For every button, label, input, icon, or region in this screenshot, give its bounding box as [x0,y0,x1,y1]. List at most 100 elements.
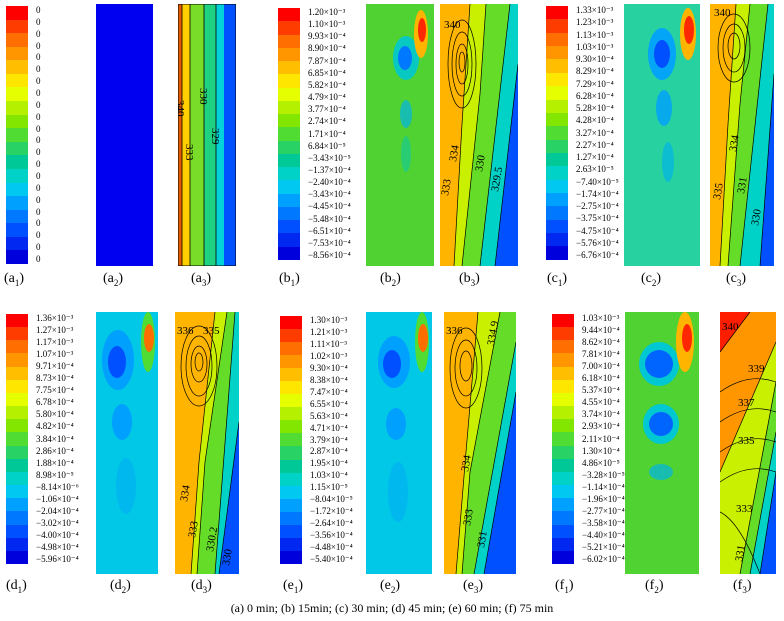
colorbar-tick-label: −1.96×10⁻⁴ [582,493,625,504]
colorbar-tick-label: 1.88×10⁻⁴ [36,457,74,468]
colorbar-tick-label: 3.27×10⁻⁴ [576,127,614,138]
colorbar-tick-label: 9.30×10⁻⁴ [576,54,614,64]
colorbar-tick-label: −3.75×10⁻⁴ [576,213,619,224]
colorbar-tick-label: 7.87×10⁻⁴ [308,55,346,66]
colorbar-tick-label: −1.74×10⁻⁴ [576,188,619,199]
colorbar-b1 [278,8,300,260]
panel-a3-field: 340 330 333 329 [178,4,236,266]
colorbar-tick-label: −5.21×10⁻⁴ [582,541,625,552]
isotherm-label: 331 [735,176,750,194]
isotherm-label: 336 [446,325,463,337]
isotherm-label: 340 [714,7,731,19]
colorbar-tick-label: −2.04×10⁻⁴ [36,505,79,516]
panel-label-e2: (e2) [380,578,401,595]
colorbar-tick-label: −1.14×10⁻⁴ [582,481,625,492]
colorbar-tick-label: 1.13×10⁻³ [576,29,614,40]
colorbar-tick-label: 0 [36,242,41,253]
colorbar-tick-label: 1.27×10⁻³ [36,325,74,336]
panel-b3-field: 340 334 330 333 329.5 [440,4,518,266]
isotherm-label: 334 [178,484,193,503]
colorbar-tick-label: 8.38×10⁻⁴ [310,374,348,385]
colorbar-tick-label: 3.77×10⁻⁴ [308,104,346,115]
colorbar-tick-label: 3.74×10⁻⁴ [582,409,620,420]
colorbar-tick-label: 0 [36,28,41,39]
colorbar-tick-label: 4.82×10⁻⁴ [36,421,74,432]
colorbar-tick-label: −4.40×10⁻⁴ [582,529,625,540]
colorbar-tick-label: −6.02×10⁻⁴ [582,554,625,564]
colorbar-f1 [552,314,574,564]
colorbar-tick-label: 6.84×10⁻⁵ [308,140,346,151]
colorbar-tick-label: 2.87×10⁻⁴ [310,446,348,457]
colorbar-tick-label: 5.28×10⁻⁴ [576,103,614,113]
isotherm-label: 339 [748,363,765,375]
colorbar-tick-label: −5.76×10⁻⁴ [576,237,619,248]
colorbar-tick-label: −4.75×10⁻⁴ [576,225,619,236]
colorbar-tick-label: 8.29×10⁻⁴ [576,66,614,77]
colorbar-tick-label: 7.29×10⁻⁴ [576,78,614,89]
isotherm-label: 337 [738,397,755,409]
panel-a2-field [96,4,153,266]
colorbar-tick-label: 1.03×10⁻³ [582,313,620,323]
isotherm-label: 329 [209,128,221,145]
colorbar-tick-label: 1.07×10⁻³ [36,349,74,360]
colorbar-tick-label: 2.27×10⁻⁴ [576,139,614,150]
colorbar-tick-label: 9.93×10⁻⁴ [308,31,346,42]
panel-label-b1: (b1) [279,271,300,288]
panel-label-e3: (e3) [463,578,484,595]
colorbar-tick-label: 6.55×10⁻⁴ [310,398,348,409]
colorbar-d1 [6,314,28,564]
colorbar-tick-label: 7.47×10⁻⁴ [310,386,348,397]
colorbar-tick-label: 1.03×10⁻³ [576,41,614,52]
isotherm-label: 333 [736,503,753,515]
colorbar-tick-label: 4.79×10⁻⁴ [308,92,346,103]
isotherm-label: 329.5 [489,166,505,193]
colorbar-tick-label: 8.73×10⁻⁴ [36,373,74,384]
colorbar-tick-label: −3.58×10⁻⁴ [582,517,625,528]
colorbar-tick-label: 8.62×10⁻⁴ [582,337,620,348]
panel-label-f3: (f3) [733,578,752,595]
isotherm-label: 335 [711,182,726,201]
colorbar-tick-label: −3.28×10⁻⁵ [582,469,625,480]
isotherm-label: 334 [459,454,474,473]
isotherm-label: 334.9 [485,320,501,347]
isotherm-label: 330 [749,208,764,227]
colorbar-a1 [6,6,28,264]
colorbar-tick-label: −5.40×10⁻⁴ [310,554,353,564]
colorbar-tick-label: 6.85×10⁻⁴ [308,67,346,78]
colorbar-tick-label: 6.78×10⁻⁴ [36,397,74,408]
colorbar-tick-label: 1.36×10⁻³ [36,313,74,323]
colorbar-tick-label: 4.55×10⁻⁴ [582,397,620,408]
colorbar-tick-label: 8.98×10⁻⁵ [36,469,74,480]
isotherm-label: 340 [444,19,461,31]
colorbar-tick-label: −4.00×10⁻⁴ [36,529,79,540]
colorbar-tick-label: −1.06×10⁻⁴ [36,493,79,504]
isotherm-label: 340 [722,321,739,333]
colorbar-tick-label: 0 [36,147,41,158]
colorbar-tick-label: 1.30×10⁻⁴ [582,445,620,456]
panel-label-c2: (c2) [641,271,662,288]
colorbar-tick-label: 1.15×10⁻⁵ [310,482,348,493]
colorbar-tick-label: 0 [36,111,41,122]
colorbar-tick-label: 4.71×10⁻⁴ [310,422,348,433]
colorbar-tick-label: 5.80×10⁻⁴ [36,409,74,420]
colorbar-tick-label: 1.17×10⁻³ [36,337,74,348]
colorbar-tick-label: 0 [36,88,41,98]
colorbar-tick-label: 1.21×10⁻³ [310,326,348,337]
colorbar-tick-label: 1.10×10⁻³ [308,19,346,30]
panel-label-f1: (f1) [555,578,574,595]
colorbar-tick-label: 3.84×10⁻⁴ [36,433,74,444]
colorbar-tick-label: 1.11×10⁻³ [310,338,347,349]
colorbar-tick-label: −7.53×10⁻⁴ [308,237,351,248]
panel-label-d2: (d2) [110,578,131,595]
colorbar-c1 [546,6,568,260]
colorbar-tick-label: 0 [36,254,41,264]
colorbar-tick-label: 9.30×10⁻⁴ [310,362,348,373]
colorbar-tick-label: −2.64×10⁻⁴ [310,518,353,529]
panel-label-e1: (e1) [283,578,304,595]
isotherm-label: 335 [738,435,755,447]
colorbar-tick-label: −8.56×10⁻⁴ [308,250,351,260]
colorbar-tick-label: 6.18×10⁻⁴ [582,373,620,384]
isotherm-label: 330 [197,88,209,105]
colorbar-tick-label: 3.79×10⁻⁴ [310,434,348,445]
panel-c3-field: 340 334 335 331 330 [710,4,774,266]
